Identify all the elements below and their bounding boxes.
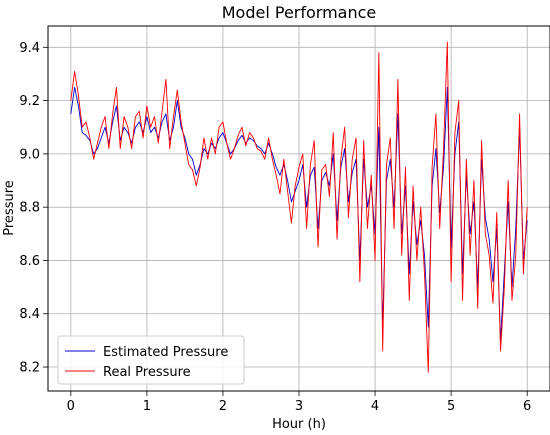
y-axis: 8.2 8.4 8.6 8.8 9.0 9.2 9.4	[19, 41, 48, 376]
x-axis-label: Hour (h)	[272, 417, 326, 432]
series-estimated-pressure	[70, 86, 528, 341]
x-tick-label: 6	[523, 399, 531, 414]
y-axis-label: Pressure	[2, 180, 17, 236]
grid	[48, 26, 550, 391]
series-layer	[70, 41, 528, 373]
x-tick-label: 3	[295, 399, 303, 414]
x-tick-label: 2	[219, 399, 227, 414]
legend-box	[57, 335, 245, 385]
legend: Estimated Pressure Real Pressure	[57, 335, 245, 385]
y-tick-label: 9.2	[19, 94, 40, 109]
y-tick-label: 8.6	[19, 254, 40, 269]
legend-label-real: Real Pressure	[103, 365, 191, 380]
x-tick-label: 4	[371, 399, 379, 414]
y-tick-label: 8.2	[19, 361, 40, 376]
x-tick-label: 5	[447, 399, 455, 414]
chart-title: Model Performance	[222, 3, 377, 22]
y-tick-label: 8.8	[19, 201, 40, 216]
y-tick-label: 9.0	[19, 147, 40, 162]
y-tick-label: 9.4	[19, 41, 40, 56]
y-tick-label: 8.4	[19, 307, 40, 322]
series-real-pressure	[70, 41, 528, 373]
x-tick-label: 0	[67, 399, 75, 414]
x-tick-label: 1	[143, 399, 151, 414]
legend-label-estimated: Estimated Pressure	[103, 345, 228, 360]
x-axis: 0 1 2 3 4 5 6	[67, 391, 531, 414]
